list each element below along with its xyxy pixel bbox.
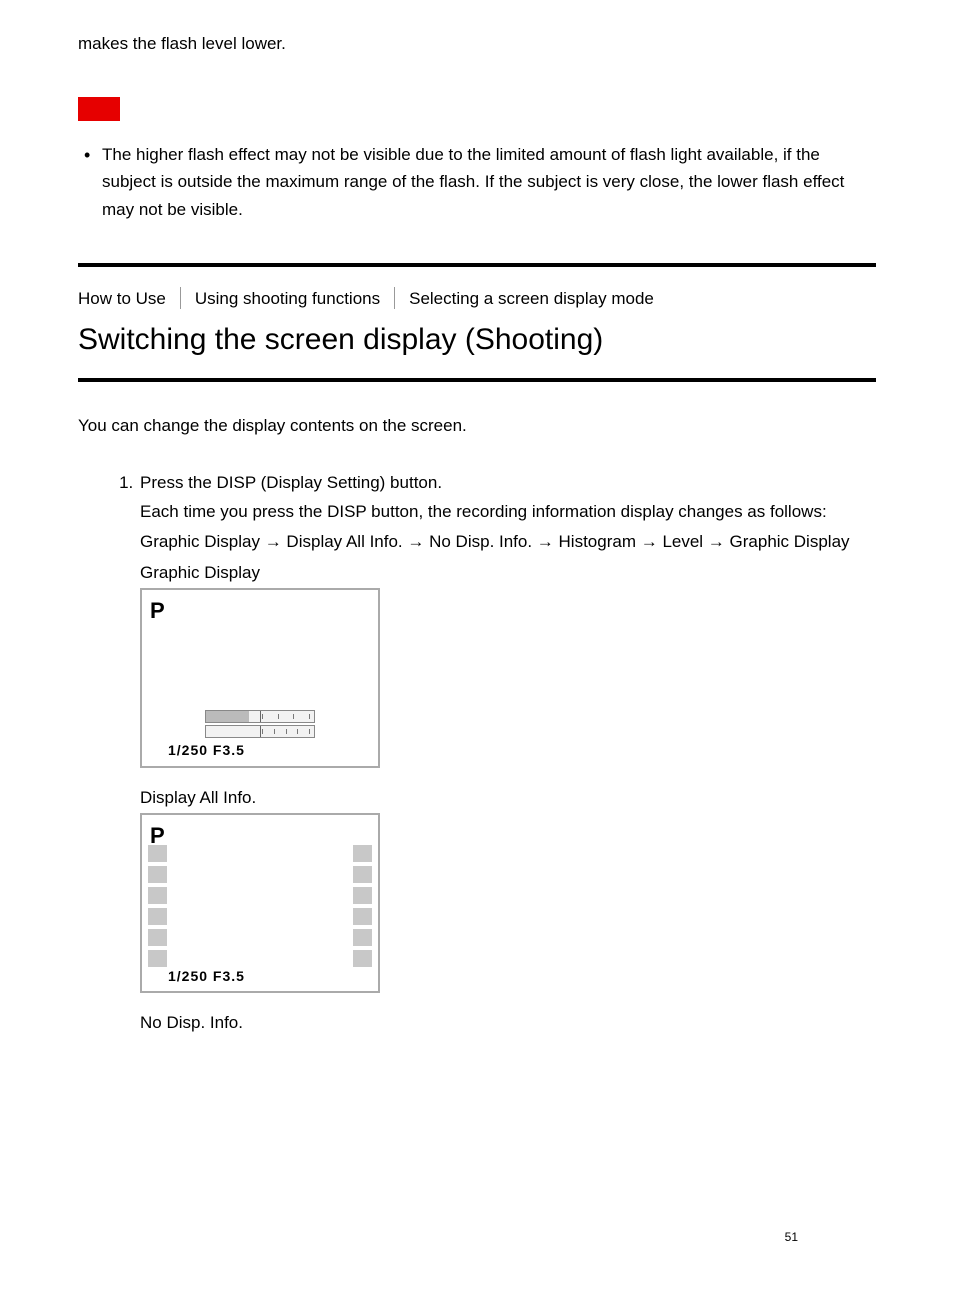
info-icon — [148, 929, 167, 946]
step-1: Press the DISP (Display Setting) button.… — [138, 469, 876, 1036]
lcd-graphic-display: P 1/250 F3.5 — [140, 588, 380, 768]
breadcrumb: How to Use Using shooting functions Sele… — [78, 267, 876, 316]
intro-paragraph: You can change the display contents on t… — [78, 412, 876, 439]
info-icon — [148, 950, 167, 967]
shutter-aperture-readout: 1/250 F3.5 — [168, 965, 245, 987]
breadcrumb-lvl2: Using shooting functions — [195, 285, 380, 312]
figure-caption-display-all: Display All Info. — [140, 784, 876, 811]
info-icon — [353, 929, 372, 946]
scale-bar-2 — [205, 725, 315, 738]
info-icon — [353, 866, 372, 883]
info-icon — [353, 950, 372, 967]
breadcrumb-separator — [394, 287, 395, 309]
info-icon — [148, 866, 167, 883]
info-icon — [148, 908, 167, 925]
lcd-display-all-info: P — [140, 813, 380, 993]
page-title: Switching the screen display (Shooting) — [78, 316, 876, 364]
scale-bar-1 — [205, 710, 315, 723]
step1-line1: Press the DISP (Display Setting) button. — [140, 469, 876, 496]
right-icon-column — [353, 845, 372, 967]
breadcrumb-separator — [180, 287, 181, 309]
breadcrumb-lvl3: Selecting a screen display mode — [409, 285, 654, 312]
info-icon — [148, 845, 167, 862]
info-icon — [353, 908, 372, 925]
info-icon — [148, 887, 167, 904]
exposure-scales — [205, 710, 315, 740]
figure-caption-graphic-display: Graphic Display — [140, 559, 876, 586]
breadcrumb-lvl1: How to Use — [78, 285, 166, 312]
page-number: 51 — [785, 1228, 798, 1247]
section-divider-bottom — [78, 378, 876, 382]
figure-caption-no-disp: No Disp. Info. — [140, 1009, 876, 1036]
info-icon — [353, 845, 372, 862]
note-marker-icon — [78, 97, 120, 121]
mode-indicator: P — [150, 593, 165, 628]
info-icon — [353, 887, 372, 904]
left-icon-column — [148, 845, 167, 967]
shutter-aperture-readout: 1/250 F3.5 — [168, 739, 245, 761]
note-bullet: The higher flash effect may not be visib… — [78, 141, 876, 223]
step1-sequence: Graphic Display → Display All Info. → No… — [140, 528, 876, 555]
previous-page-fragment: makes the flash level lower. — [78, 30, 876, 57]
step1-line2: Each time you press the DISP button, the… — [140, 498, 876, 525]
